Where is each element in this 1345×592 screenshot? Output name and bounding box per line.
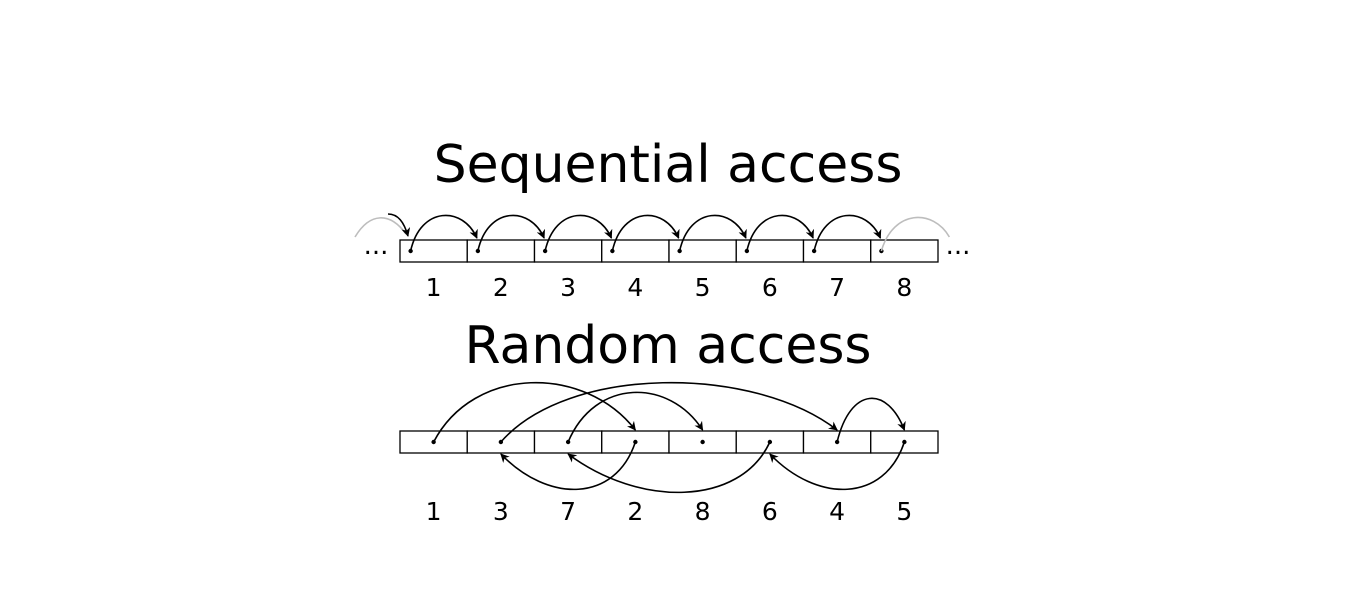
random-label: 3 [493, 497, 509, 526]
sequential-cells [399, 239, 939, 263]
sequential-arrow [477, 214, 545, 252]
sequential-arrow [611, 214, 680, 252]
leading-ellipsis: ... [364, 231, 389, 261]
random-title: Random access [464, 316, 871, 376]
random-label: 8 [695, 497, 711, 526]
sequential-label: 1 [426, 273, 442, 302]
random-label: 2 [627, 497, 643, 526]
sequential-arrow [813, 214, 882, 252]
sequential-incoming-arc [354, 217, 407, 238]
sequential-arrow [544, 214, 613, 252]
sequential-arrow [678, 214, 747, 252]
sequential-label: 4 [627, 273, 643, 302]
sequential-label: 6 [762, 273, 778, 302]
sequential-label: 8 [896, 273, 912, 302]
random-jump-arrow [769, 441, 906, 491]
random-cells [399, 430, 939, 454]
random-jump-arrow [836, 397, 906, 443]
sequential-arcs [354, 213, 951, 254]
random-label: 5 [896, 497, 912, 526]
sequential-arrow [409, 214, 478, 252]
sequential-label: 5 [695, 273, 711, 302]
random-label: 6 [762, 497, 778, 526]
sequential-labels: 1 2 3 4 5 6 7 8 [426, 273, 913, 302]
sequential-label: 7 [829, 273, 845, 302]
random-pointer-dot [700, 439, 705, 445]
random-jump-arrow [567, 391, 704, 443]
random-jump-arrow [500, 441, 637, 491]
sequential-outgoing-arc [880, 216, 951, 252]
sequential-title: Sequential access [434, 135, 903, 195]
sequential-arrow [746, 214, 814, 252]
random-arcs [431, 381, 907, 494]
sequential-label: 2 [493, 273, 509, 302]
random-label: 1 [426, 497, 442, 526]
sequential-cell [870, 239, 939, 263]
random-labels: 1 3 7 2 8 6 4 5 [426, 497, 913, 526]
random-jump-arrow [567, 441, 771, 494]
random-label: 4 [829, 497, 845, 526]
trailing-ellipsis: ... [946, 231, 971, 261]
sequential-label: 3 [560, 273, 576, 302]
sequential-arrow [387, 213, 411, 237]
random-label: 7 [560, 497, 576, 526]
random-jump-arrow [500, 381, 838, 443]
random-jump-arrow [432, 381, 637, 443]
